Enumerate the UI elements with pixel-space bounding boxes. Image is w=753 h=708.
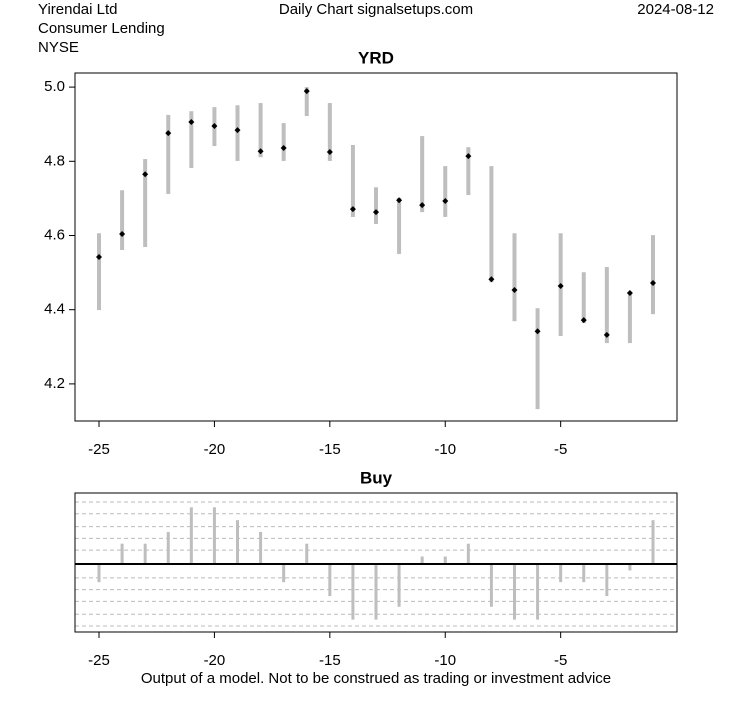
x-tick-label: -10 [434,652,456,669]
close-marker [626,290,633,297]
bar [443,556,447,564]
range-bar [466,147,471,196]
bar [351,563,355,620]
close-marker [534,328,541,335]
exchange: NYSE [38,39,79,56]
close-marker [419,202,426,209]
panel-title: YRD [358,48,394,67]
bar [236,520,240,564]
bar [489,563,493,607]
range-bar [512,233,517,322]
range-bar [350,144,355,217]
sector: Consumer Lending [38,20,165,37]
y-tick-label: 4.6 [44,226,65,243]
range-bar [327,103,332,161]
bar [282,563,286,583]
x-tick-label: -5 [554,441,567,458]
range-bar [627,292,632,344]
close-marker [580,317,587,324]
close-marker [234,127,241,134]
range-bar [97,233,102,311]
bar [628,563,632,571]
bar [143,543,147,564]
x-tick-label: -25 [88,441,110,458]
range-bar [143,159,148,247]
bar [120,543,124,564]
plot-frame [74,72,678,422]
close-marker [511,287,518,294]
close-marker [142,171,149,178]
y-tick-label: 4.4 [44,301,65,318]
range-bar [397,198,402,255]
range-bar [304,87,309,117]
company: Yirendai Ltd [38,1,118,18]
close-marker [257,148,264,155]
range-bar [489,166,494,283]
bar [212,507,216,564]
bar [536,563,540,620]
x-tick-label: -20 [204,652,226,669]
range-bar [535,308,540,410]
range-bar [281,123,286,161]
y-tick-label: 4.2 [44,375,65,392]
bar [605,563,609,597]
close-marker [557,282,564,289]
date: 2024-08-12 [637,1,714,18]
bar [259,531,263,564]
close-marker [211,123,218,130]
panel-title: Buy [360,468,393,487]
range-bar [374,187,378,224]
bar [97,563,101,583]
bar [397,563,401,607]
close-marker [119,231,126,238]
bar [466,543,470,564]
y-tick-label: 5.0 [44,78,65,95]
x-tick-label: -20 [204,441,226,458]
close-marker [603,331,610,338]
close-marker [280,144,287,151]
x-tick-label: -5 [554,652,567,669]
y-tick-label: 4.8 [44,152,65,169]
x-tick-label: -15 [319,652,341,669]
bar [305,543,309,564]
range-bar [443,166,448,217]
x-tick-label: -25 [88,652,110,669]
range-bar [650,235,655,315]
bar [512,563,516,620]
bar [374,563,378,620]
close-marker [96,254,103,261]
bar [582,563,586,583]
bar [166,531,170,564]
close-marker [165,130,172,137]
bar [559,563,563,583]
bar [420,556,424,564]
range-bar [120,190,125,250]
close-marker [442,197,449,204]
x-tick-label: -10 [434,441,456,458]
close-marker [303,88,310,95]
plot-frame [74,492,678,633]
close-marker [396,197,403,204]
bar [328,563,332,597]
close-marker [188,118,195,125]
range-bar [189,111,194,168]
x-tick-label: -15 [319,441,341,458]
close-marker [349,206,356,213]
close-marker [488,276,495,283]
close-marker [373,209,379,216]
close-marker [649,279,656,286]
range-bar [581,272,586,324]
disclaimer: Output of a model. Not to be construed a… [141,670,611,687]
range-bar [604,267,609,344]
bar [189,507,193,564]
bar [651,520,655,564]
range-bar [420,136,425,213]
source: Daily Chart signalsetups.com [279,1,473,18]
close-marker [465,153,472,160]
range-bar [166,114,171,194]
close-marker [326,149,333,156]
range-bar [258,103,263,158]
